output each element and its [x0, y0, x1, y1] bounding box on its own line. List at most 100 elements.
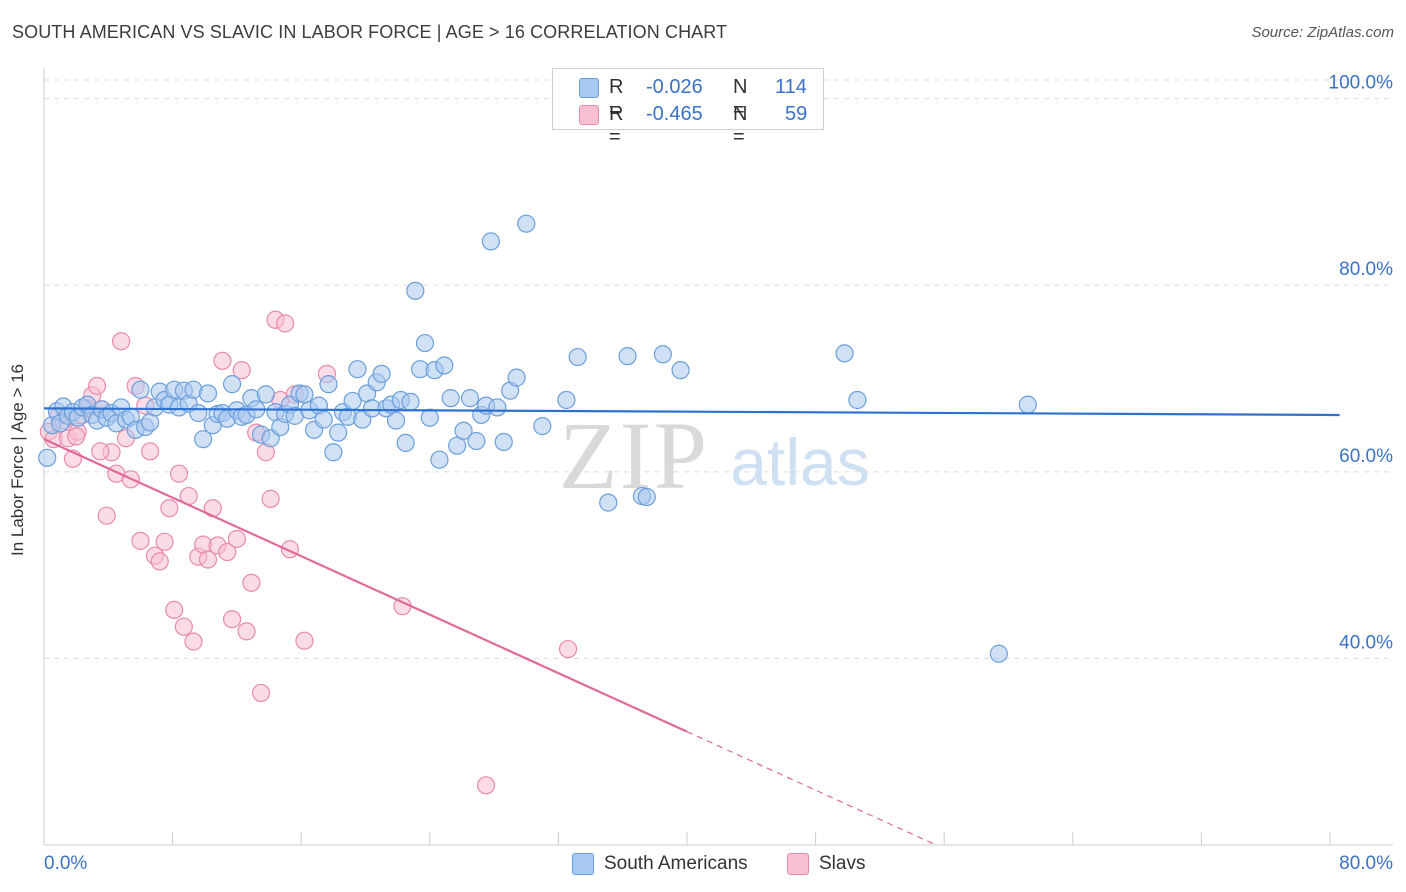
- y-tick-label: 100.0%: [1329, 73, 1394, 94]
- point-slavs: [160, 499, 179, 518]
- point-south-americans: [189, 403, 208, 423]
- legend-label: South Americans: [604, 853, 748, 874]
- point-south-americans: [406, 281, 425, 300]
- point-slavs: [242, 573, 261, 592]
- point-slavs: [295, 631, 314, 650]
- r-value: -0.026: [646, 76, 703, 98]
- point-slavs: [261, 489, 280, 508]
- point-slavs: [276, 314, 295, 333]
- point-south-americans: [420, 408, 439, 427]
- point-slavs: [165, 600, 184, 620]
- series-slavs: [39, 310, 578, 795]
- point-south-americans: [488, 398, 507, 417]
- point-south-americans: [198, 384, 218, 403]
- r-value: -0.465: [646, 103, 703, 125]
- x-tick-label-max: 80.0%: [1339, 853, 1393, 874]
- point-south-americans: [481, 232, 500, 251]
- point-slavs: [174, 617, 193, 636]
- point-slavs: [112, 332, 131, 351]
- trend-lines: [43, 407, 1340, 846]
- point-south-americans: [348, 360, 367, 379]
- point-slavs: [140, 442, 160, 461]
- point-south-americans: [835, 344, 854, 363]
- point-slavs: [67, 427, 86, 446]
- n-label: N =: [733, 76, 748, 121]
- point-south-americans: [467, 431, 486, 451]
- point-south-americans: [533, 417, 552, 436]
- trend-line-slavs-extension: [686, 731, 937, 846]
- point-south-americans: [256, 385, 275, 404]
- point-south-americans: [38, 448, 57, 467]
- point-slavs: [251, 683, 271, 703]
- watermark-zip: ZIP: [559, 402, 709, 509]
- point-south-americans: [430, 450, 449, 469]
- source-label: Source: ZipAtlas.com: [1251, 24, 1394, 41]
- point-south-americans: [557, 390, 576, 410]
- point-slavs: [476, 776, 496, 795]
- point-slavs: [218, 542, 237, 562]
- point-south-americans: [454, 421, 473, 440]
- point-south-americans: [517, 214, 536, 233]
- point-south-americans: [314, 410, 333, 429]
- point-slavs: [155, 532, 174, 551]
- point-south-americans: [989, 644, 1008, 663]
- watermark-atlas: atlas: [730, 425, 869, 499]
- y-tick-label: 40.0%: [1339, 632, 1393, 653]
- chart-title: SOUTH AMERICAN VS SLAVIC IN LABOR FORCE …: [12, 22, 728, 42]
- trend-line-south-americans: [43, 407, 1340, 417]
- series-south-americans: [38, 214, 1037, 663]
- legend-swatch-pink: [579, 105, 599, 125]
- y-tick-labels: 40.0% 60.0% 80.0% 100.0%: [1329, 73, 1394, 654]
- x-tick-label-min: 0.0%: [44, 853, 87, 874]
- point-south-americans: [435, 356, 454, 375]
- point-south-americans: [507, 368, 526, 387]
- point-slavs: [150, 552, 169, 571]
- point-slavs: [198, 550, 218, 569]
- point-south-americans: [295, 385, 314, 404]
- legend-swatch-pink: [787, 853, 809, 875]
- legend-label: Slavs: [819, 853, 866, 874]
- legend-swatch-blue: [579, 78, 599, 98]
- x-tick-labels: 0.0% 80.0%: [44, 853, 1393, 874]
- point-slavs: [131, 531, 150, 550]
- point-south-americans: [494, 432, 513, 452]
- point-south-americans: [319, 375, 338, 394]
- point-slavs: [184, 632, 203, 651]
- point-south-americans: [848, 390, 867, 410]
- watermark: ZIP atlas: [559, 402, 870, 509]
- point-south-americans: [194, 430, 213, 449]
- y-axis-label: In Labor Force | Age > 16: [8, 363, 27, 557]
- point-south-americans: [329, 423, 348, 442]
- point-slavs: [222, 610, 242, 629]
- point-south-americans: [618, 347, 637, 366]
- n-value: 114: [775, 76, 807, 98]
- point-south-americans: [415, 333, 435, 353]
- r-label: R =: [609, 76, 624, 121]
- n-value: 59: [785, 103, 808, 125]
- r-label: R =: [609, 103, 624, 148]
- point-slavs: [227, 529, 246, 549]
- point-south-americans: [637, 487, 656, 507]
- point-south-americans: [372, 364, 391, 383]
- point-slavs: [97, 506, 116, 525]
- point-slavs: [87, 376, 107, 396]
- point-slavs: [169, 464, 189, 483]
- x-ticks: [43, 832, 1331, 845]
- point-south-americans: [396, 433, 415, 453]
- point-south-americans: [568, 347, 587, 367]
- point-south-americans: [131, 380, 150, 399]
- point-slavs: [232, 361, 251, 380]
- stats-legend: R = -0.026 N = 114 R = -0.465 N = 59: [552, 68, 824, 148]
- point-south-americans: [460, 389, 480, 408]
- point-south-americans: [1018, 395, 1037, 414]
- trend-line-slavs: [43, 438, 688, 733]
- point-south-americans: [653, 345, 672, 364]
- point-south-americans: [324, 443, 343, 462]
- point-slavs: [237, 622, 256, 641]
- point-south-americans: [599, 493, 618, 512]
- point-slavs: [213, 351, 232, 370]
- point-south-americans: [401, 392, 420, 411]
- point-south-americans: [222, 375, 242, 394]
- y-tick-label: 60.0%: [1339, 446, 1393, 467]
